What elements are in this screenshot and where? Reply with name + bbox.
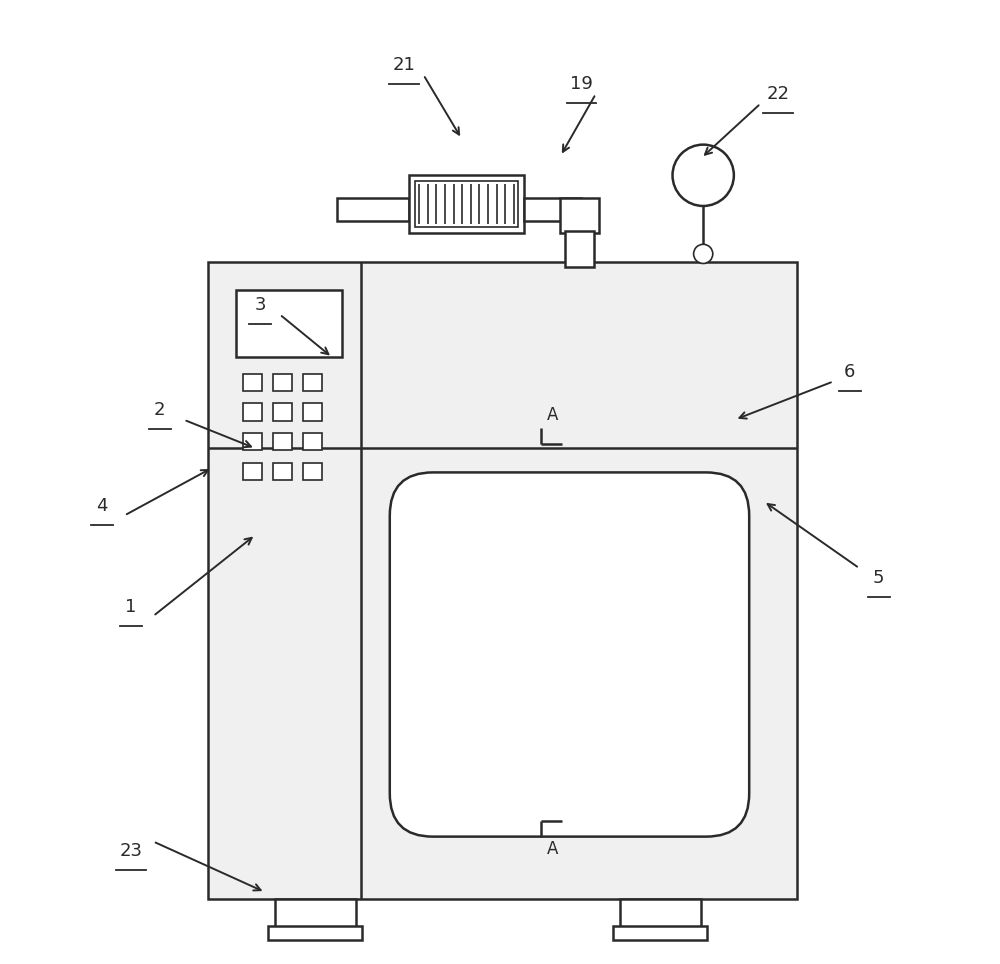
Circle shape bbox=[694, 244, 713, 263]
Bar bbox=[273, 463, 292, 480]
Text: 5: 5 bbox=[873, 569, 884, 587]
Bar bbox=[620, 898, 701, 927]
Bar bbox=[273, 403, 292, 420]
Text: 6: 6 bbox=[844, 362, 856, 381]
Bar bbox=[236, 290, 342, 358]
Bar bbox=[337, 199, 409, 222]
Bar bbox=[243, 374, 262, 391]
Bar bbox=[243, 463, 262, 480]
Text: 19: 19 bbox=[570, 75, 593, 94]
Bar bbox=[303, 433, 322, 450]
Text: 3: 3 bbox=[255, 296, 266, 313]
Text: 23: 23 bbox=[119, 842, 142, 860]
Bar bbox=[273, 433, 292, 450]
Bar bbox=[243, 403, 262, 420]
Text: 1: 1 bbox=[125, 598, 137, 616]
Bar bbox=[565, 231, 594, 267]
Text: 2: 2 bbox=[154, 401, 166, 419]
Text: 22: 22 bbox=[766, 85, 789, 103]
Bar bbox=[524, 199, 581, 222]
Bar bbox=[303, 463, 322, 480]
Bar bbox=[409, 175, 524, 232]
Bar bbox=[275, 898, 356, 927]
Text: A: A bbox=[547, 407, 558, 424]
Bar bbox=[268, 925, 362, 940]
Bar bbox=[613, 925, 707, 940]
Bar bbox=[560, 199, 599, 232]
Bar bbox=[415, 181, 518, 228]
Bar bbox=[243, 433, 262, 450]
FancyBboxPatch shape bbox=[390, 472, 749, 837]
Circle shape bbox=[673, 145, 734, 206]
Text: A: A bbox=[547, 841, 558, 859]
Bar bbox=[303, 403, 322, 420]
Bar bbox=[303, 374, 322, 391]
Text: 4: 4 bbox=[96, 497, 108, 515]
Bar bbox=[273, 374, 292, 391]
Text: 21: 21 bbox=[393, 56, 416, 74]
Bar bbox=[208, 261, 797, 898]
